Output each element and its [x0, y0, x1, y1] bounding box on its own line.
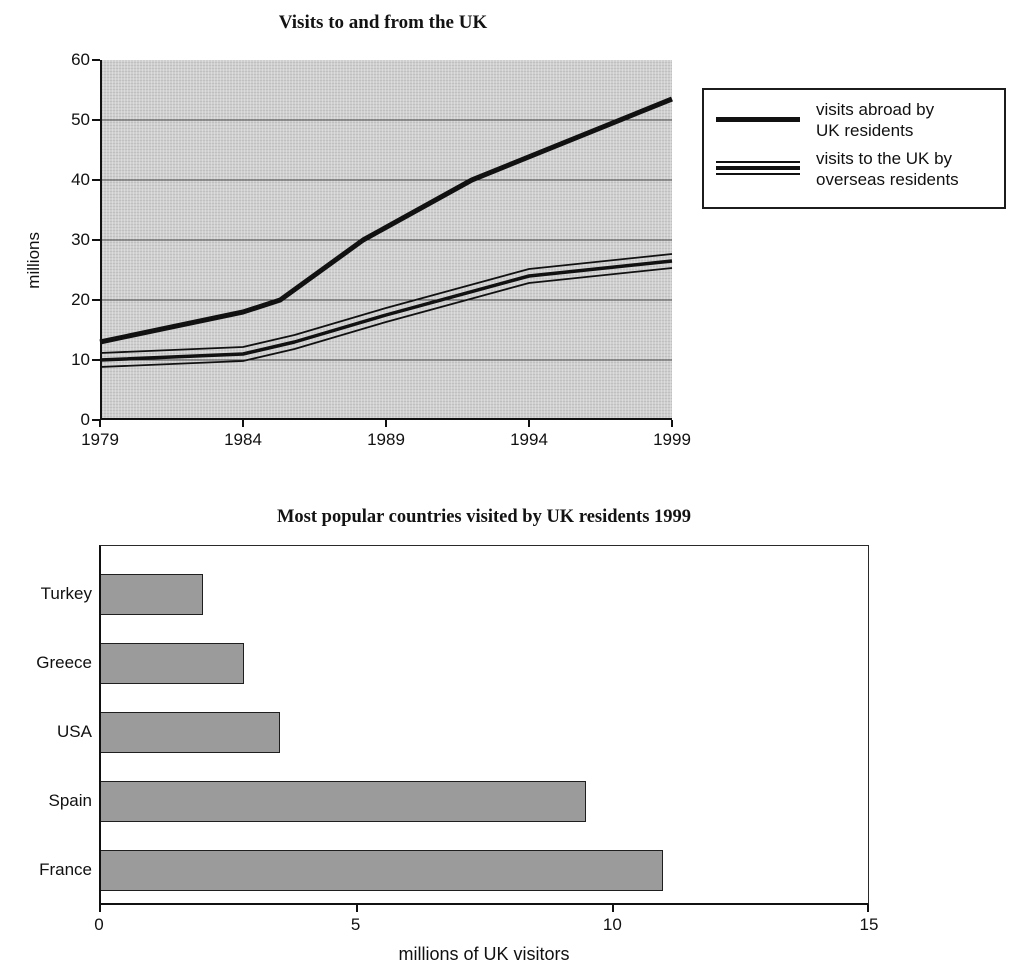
y-tick-mark-20: [92, 299, 100, 301]
y-tick-label-60: 60: [71, 50, 90, 69]
legend-label-line1: visits abroad by: [816, 100, 935, 119]
category-label-turkey: Turkey: [40, 583, 92, 603]
series-line-visits-to-the-uk-by-overseas-residents-stroke2: [99, 259, 673, 362]
bar-chart-title: Most popular countries visited by UK res…: [276, 507, 692, 527]
y-tick-label-50: 50: [71, 110, 90, 129]
y-tick-mark-30: [92, 239, 100, 241]
y-tick-mark-10: [92, 359, 100, 361]
legend-label-line2: overseas residents: [816, 170, 959, 189]
y-tick-label-40: 40: [71, 170, 90, 189]
bar-x-tick-label-0: 0: [94, 915, 104, 934]
y-tick-mark-50: [92, 119, 100, 121]
legend-label: visits abroad by UK residents: [816, 99, 934, 141]
bar-x-tick-label-10: 10: [602, 915, 622, 934]
y-tick-label-10: 10: [71, 350, 90, 369]
x-tick-mark-1999: [671, 420, 673, 427]
category-label-france: France: [39, 859, 92, 879]
bar-greece: [101, 643, 244, 684]
category-label-spain: Spain: [48, 790, 92, 810]
bar-spain: [101, 781, 586, 822]
bar-france: [101, 850, 663, 891]
bar-x-tick-label-15: 15: [859, 915, 879, 934]
x-tick-label-1999: 1999: [653, 430, 691, 449]
x-tick-label-1979: 1979: [81, 430, 119, 449]
bar-usa: [101, 712, 280, 753]
line-plot-area: [99, 60, 673, 420]
legend-label: visits to the UK by overseas residents: [816, 148, 959, 190]
x-tick-label-1994: 1994: [510, 430, 548, 449]
line-plot-svg: [99, 60, 673, 420]
series-line-visits-abroad-by-uk-residents: [99, 96, 673, 345]
thick-line-sample: [716, 99, 800, 141]
triple-line-sample: [716, 148, 800, 190]
category-label-greece: Greece: [36, 652, 92, 672]
line-chart: Visits to and from the UK millions visit…: [24, 12, 1006, 449]
x-tick-mark-1994: [528, 420, 530, 427]
series-line-visits-to-the-uk-by-overseas-residents-stroke3: [99, 267, 673, 368]
y-tick-mark-40: [92, 179, 100, 181]
bar-x-tick-label-5: 5: [350, 915, 361, 934]
legend: visits abroad by UK residents visits to …: [702, 88, 1006, 209]
bar-turkey: [101, 574, 203, 615]
y-tick-mark-0: [92, 419, 100, 421]
bar-x-tick-mark-0: [99, 905, 101, 912]
category-label-usa: USA: [57, 721, 92, 741]
bar-x-tick-mark-10: [612, 905, 615, 912]
y-axis-title-text: millions: [24, 231, 43, 289]
x-tick-mark-1979: [99, 420, 101, 427]
legend-label-line1: visits to the UK by: [816, 149, 953, 168]
legend-entry-visits-abroad: visits abroad by UK residents: [716, 99, 994, 141]
bar-x-tick-mark-5: [355, 905, 358, 912]
bar-chart-x-axis-title: millions of UK visitors: [398, 944, 570, 964]
x-tick-label-1984: 1984: [224, 430, 262, 449]
series-line-visits-to-the-uk-by-overseas-residents-stroke1: [99, 253, 673, 354]
x-tick-mark-1989: [385, 420, 387, 427]
legend-entry-visits-to-uk: visits to the UK by overseas residents: [716, 148, 994, 190]
y-tick-label-30: 30: [71, 230, 90, 249]
x-tick-mark-1984: [242, 420, 244, 427]
x-tick-label-1989: 1989: [367, 430, 405, 449]
bar-chart: Most popular countries visited by UK res…: [0, 495, 1032, 976]
y-tick-label-20: 20: [71, 290, 90, 309]
y-tick-label-0: 0: [80, 410, 90, 429]
y-tick-mark-60: [92, 59, 100, 61]
bar-plot-area: [99, 545, 869, 905]
bar-x-tick-mark-15: [867, 905, 869, 912]
line-chart-title: Visits to and from the UK: [278, 12, 488, 33]
legend-label-line2: UK residents: [816, 121, 914, 140]
